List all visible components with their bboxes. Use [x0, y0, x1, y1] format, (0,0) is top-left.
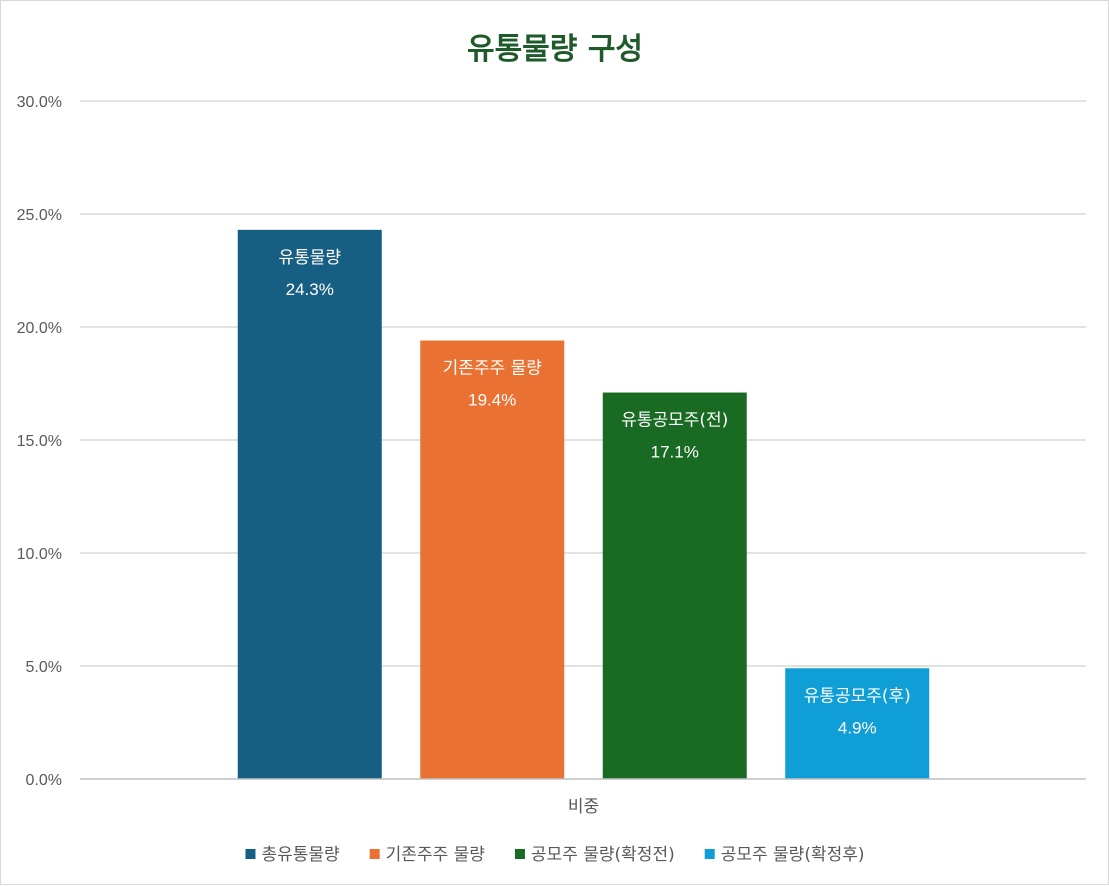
data-labels: 유통물량 24.3% 기존주주 물량 19.4% 유통공모주(전) 17.1% 유통공모주(… — [278, 248, 910, 737]
legend-label: 총유통물량 — [261, 845, 340, 865]
bar — [602, 392, 747, 779]
legend-swatch — [245, 849, 256, 859]
bar — [785, 668, 930, 779]
y-axis-ticks: 0.0% 5.0% 10.0% 15.0% 20.0% 25.0% 30.0% — [17, 94, 62, 789]
data-label-name: 기존주주 물량 — [443, 359, 543, 379]
legend: 총유통물량 기존주주 물량 공모주 물량(확정전) 공모주 물량(확정후) — [245, 845, 865, 865]
gridlines — [80, 100, 1086, 667]
data-label-name: 유통물량 — [278, 248, 341, 268]
data-label-value: 19.4% — [468, 391, 516, 410]
legend-item: 기존주주 물량 — [369, 845, 486, 865]
y-tick-label: 5.0% — [26, 659, 62, 676]
legend-item: 공모주 물량(확정후) — [704, 845, 865, 865]
data-label-value: 4.9% — [838, 718, 877, 737]
bar — [420, 340, 565, 779]
y-tick-label: 10.0% — [17, 546, 62, 563]
legend-label: 공모주 물량(확정전) — [531, 845, 675, 865]
y-tick-label: 25.0% — [17, 207, 62, 224]
legend-swatch — [704, 849, 715, 859]
y-tick-label: 20.0% — [17, 320, 62, 337]
y-tick-label: 30.0% — [17, 94, 62, 111]
legend-label: 공모주 물량(확정후) — [721, 845, 865, 865]
data-label-value: 17.1% — [651, 443, 699, 462]
legend-label: 기존주주 물량 — [386, 845, 486, 865]
legend-item: 공모주 물량(확정전) — [514, 845, 675, 865]
data-label-name: 유통공모주(전) — [621, 411, 728, 431]
chart-title: 유통물량 구성 — [467, 32, 643, 67]
y-tick-label: 0.0% — [26, 772, 62, 789]
y-tick-label: 15.0% — [17, 433, 62, 450]
data-label-value: 24.3% — [286, 280, 334, 299]
legend-swatch — [514, 849, 525, 859]
bars — [237, 229, 930, 779]
legend-item: 총유통물량 — [245, 845, 340, 865]
bar — [237, 229, 382, 779]
x-category-label: 비중 — [568, 797, 599, 817]
data-label-name: 유통공모주(후) — [804, 686, 911, 706]
legend-swatch — [369, 849, 380, 859]
